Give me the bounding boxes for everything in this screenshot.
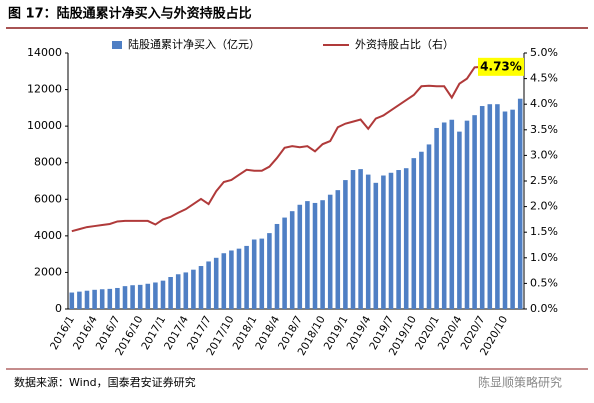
bar <box>479 106 485 310</box>
bar <box>69 292 75 309</box>
bar <box>175 274 181 309</box>
bar <box>99 289 105 309</box>
bar <box>381 175 386 309</box>
bar <box>502 111 508 309</box>
bar <box>441 122 447 309</box>
bar <box>274 223 280 309</box>
y-tick-label: 12000 <box>27 83 62 96</box>
bar <box>229 250 234 309</box>
y2-tick-label: 2.5% <box>530 174 558 187</box>
bar <box>335 190 341 309</box>
bar <box>289 211 295 309</box>
bar <box>457 131 462 309</box>
bar <box>198 266 204 309</box>
bar <box>464 120 470 310</box>
bar <box>122 286 128 309</box>
y-tick-label: 2000 <box>34 265 62 278</box>
bar <box>206 261 211 309</box>
bar <box>77 291 82 309</box>
y2-tick-label: 4.0% <box>530 97 558 110</box>
bar <box>472 115 477 310</box>
bar <box>403 168 409 309</box>
bar <box>320 200 325 309</box>
y-tick-label: 14000 <box>27 46 62 59</box>
bar <box>343 180 348 309</box>
bar <box>426 144 432 309</box>
bar <box>130 285 135 309</box>
line <box>71 65 521 233</box>
bar <box>84 290 90 309</box>
y2-tick-label: 2.0% <box>530 200 558 213</box>
bar <box>388 172 394 309</box>
y2-tick-label: 5.0% <box>530 46 558 59</box>
bar <box>145 283 151 309</box>
y-tick-label: 6000 <box>34 192 62 205</box>
bar <box>419 151 424 309</box>
bar <box>236 248 242 309</box>
bar <box>411 158 417 309</box>
bar <box>495 104 500 309</box>
bar <box>267 233 272 309</box>
bar <box>251 239 257 309</box>
y2-tick-label: 1.0% <box>530 251 558 264</box>
bar <box>312 202 318 309</box>
legend-swatch <box>112 41 122 49</box>
watermark: 陈显顺策略研究 <box>478 375 562 390</box>
bar <box>297 204 303 309</box>
bar <box>449 119 455 309</box>
bar <box>510 109 515 309</box>
annotation-label: 4.73% <box>480 59 522 73</box>
legend-label: 陆股通累计净买入（亿元） <box>128 37 260 51</box>
bar <box>487 104 493 309</box>
bar <box>259 238 265 309</box>
bar <box>183 272 189 309</box>
source: 数据来源：Wind，国泰君安证券研究 <box>14 375 196 389</box>
bar <box>115 287 120 309</box>
y2-tick-label: 3.0% <box>530 148 558 161</box>
y2-tick-label: 4.5% <box>530 72 558 85</box>
annotation-box <box>478 57 524 76</box>
bar <box>282 217 287 309</box>
bar <box>517 98 523 309</box>
y-tick-label: 8000 <box>34 156 62 169</box>
chart-title: 图 17：陆股通累计净买入与外资持股占比 <box>8 6 252 22</box>
bar <box>327 194 333 309</box>
bar <box>168 277 173 309</box>
bar <box>153 282 158 309</box>
bar <box>350 170 356 309</box>
bar <box>358 169 363 309</box>
bar <box>396 170 401 309</box>
bar <box>434 127 439 309</box>
y2-tick-label: 1.5% <box>530 225 558 238</box>
y2-tick-label: 3.5% <box>530 123 558 136</box>
y2-tick-label: 0.5% <box>530 276 558 289</box>
bar <box>221 253 227 309</box>
bar <box>107 288 113 309</box>
y-tick-label: 4000 <box>34 229 62 242</box>
bar <box>137 284 143 309</box>
y2-tick-label: 0.0% <box>530 302 558 315</box>
legend-label: 外资持股占比（右） <box>355 37 454 51</box>
bar <box>160 280 166 309</box>
bar <box>365 174 371 309</box>
bar <box>191 269 196 309</box>
bar <box>92 289 97 309</box>
y-tick-label: 0 <box>55 302 62 315</box>
bar <box>373 182 379 309</box>
y-tick-label: 10000 <box>27 119 62 132</box>
bar <box>244 245 249 309</box>
bar <box>305 201 310 309</box>
bar <box>213 257 219 309</box>
